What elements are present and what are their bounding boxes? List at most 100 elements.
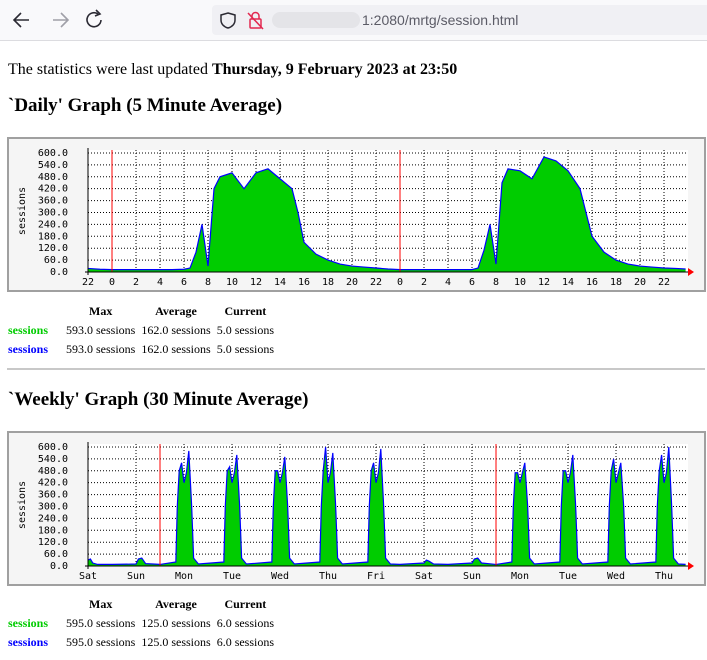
separator bbox=[7, 368, 705, 370]
insecure-lock-icon[interactable] bbox=[247, 11, 264, 30]
x-tick-label: 22 bbox=[658, 277, 670, 288]
table-row: sessions 595.0 sessions 125.0 sessions 6.0 … bbox=[5, 614, 277, 633]
stat-cell: 595.0 sessions bbox=[66, 616, 136, 630]
reload-button[interactable] bbox=[86, 9, 102, 28]
header-cell: Average bbox=[155, 597, 197, 611]
y-tick-label: 240.0 bbox=[38, 219, 68, 230]
x-tick-label: 16 bbox=[298, 277, 310, 288]
stat-cell: 5.0 sessions bbox=[216, 323, 275, 337]
x-tick-label: 4 bbox=[157, 277, 163, 288]
stat-cell: 125.0 sessions bbox=[141, 616, 211, 630]
x-tick-label: 22 bbox=[370, 277, 382, 288]
x-tick-label: 2 bbox=[133, 277, 139, 288]
y-tick-label: 300.0 bbox=[38, 207, 68, 218]
x-tick-label: 8 bbox=[205, 277, 211, 288]
x-tick-label: 8 bbox=[493, 277, 499, 288]
back-button[interactable] bbox=[12, 12, 29, 28]
url-bar[interactable] bbox=[212, 5, 707, 35]
x-tick-label: Wed bbox=[607, 571, 625, 582]
daily-stats-table: Max Average Current sessions 593.0 sessions 1… bbox=[5, 302, 277, 359]
redacted-host bbox=[272, 12, 360, 28]
x-tick-label: Fri bbox=[367, 571, 385, 582]
y-tick-label: 120.0 bbox=[38, 537, 68, 548]
stat-cell: 162.0 sessions bbox=[141, 342, 211, 356]
x-tick-label: Tue bbox=[223, 571, 241, 582]
header-cell: Average bbox=[155, 304, 197, 318]
y-tick-label: 240.0 bbox=[38, 513, 68, 524]
y-tick-label: 0.0 bbox=[50, 561, 68, 572]
y-tick-label: 0.0 bbox=[50, 267, 68, 278]
header-cell: Max bbox=[89, 597, 113, 611]
header-cell bbox=[5, 595, 63, 614]
x-tick-label: 10 bbox=[514, 277, 526, 288]
data-line bbox=[87, 446, 686, 566]
x-tick-label: 0 bbox=[397, 277, 403, 288]
data-area bbox=[88, 446, 686, 566]
x-tick-label: Sun bbox=[127, 571, 145, 582]
x-tick-label: 20 bbox=[346, 277, 358, 288]
weekly-stats-table: Max Average Current sessions 595.0 sessions 1… bbox=[5, 595, 277, 652]
x-tick-label: 6 bbox=[181, 277, 187, 288]
x-tick-label: Thu bbox=[655, 571, 673, 582]
y-tick-label: 420.0 bbox=[38, 478, 68, 489]
url-icons bbox=[220, 11, 360, 30]
forward-button[interactable] bbox=[53, 12, 70, 28]
y-tick-label: 360.0 bbox=[38, 196, 68, 207]
x-tick-label: 0 bbox=[109, 277, 115, 288]
status-prefix: The statistics were last updated bbox=[8, 61, 208, 78]
x-tick-label: 2 bbox=[421, 277, 427, 288]
nav-buttons bbox=[12, 9, 102, 28]
x-tick-label: 6 bbox=[469, 277, 475, 288]
weekly-heading: `Weekly' Graph (30 Minute Average) bbox=[8, 389, 309, 410]
x-tick-label: 20 bbox=[634, 277, 646, 288]
x-tick-label: Mon bbox=[511, 571, 529, 582]
stat-cell: 162.0 sessions bbox=[141, 323, 211, 337]
header-cell bbox=[5, 302, 63, 321]
y-tick-label: 180.0 bbox=[38, 525, 68, 536]
y-tick-label: 300.0 bbox=[38, 501, 68, 512]
x-tick-label: Sat bbox=[415, 571, 433, 582]
y-tick-label: 180.0 bbox=[38, 231, 68, 242]
x-tick-label: 12 bbox=[250, 277, 262, 288]
stat-cell: 595.0 sessions bbox=[66, 635, 136, 649]
x-tick-label: 12 bbox=[538, 277, 550, 288]
x-tick-label: 18 bbox=[322, 277, 334, 288]
stat-cell: 6.0 sessions bbox=[216, 616, 275, 630]
status-date: Thursday, 9 February 2023 at 23:50 bbox=[211, 61, 458, 78]
x-tick-label: Sun bbox=[463, 571, 481, 582]
stat-cell: 125.0 sessions bbox=[141, 635, 211, 649]
header-cell: Current bbox=[224, 597, 267, 611]
x-tick-label: 18 bbox=[610, 277, 622, 288]
y-tick-label: 540.0 bbox=[38, 454, 68, 465]
series-label: sessions bbox=[8, 323, 49, 337]
y-tick-label: 540.0 bbox=[38, 160, 68, 171]
table-header-row: Max Average Current bbox=[5, 302, 277, 321]
header-cell: Current bbox=[224, 304, 267, 318]
x-axis-arrow bbox=[688, 268, 694, 276]
y-tick-label: 60.0 bbox=[44, 255, 68, 266]
data-line bbox=[87, 156, 686, 271]
table-row: sessions 595.0 sessions 125.0 sessions 6.0 … bbox=[5, 633, 277, 652]
x-tick-label: 16 bbox=[586, 277, 598, 288]
x-tick-label: Wed bbox=[271, 571, 289, 582]
y-tick-label: 60.0 bbox=[44, 549, 68, 560]
url-text: 1:2080/mrtg/session.html bbox=[362, 12, 519, 28]
x-tick-label: Sat bbox=[79, 571, 97, 582]
y-tick-label: 120.0 bbox=[38, 243, 68, 254]
x-tick-label: Mon bbox=[175, 571, 193, 582]
data-area bbox=[88, 156, 686, 272]
stat-cell: 593.0 sessions bbox=[66, 342, 136, 356]
shield-icon[interactable] bbox=[220, 12, 236, 29]
stat-cell: 6.0 sessions bbox=[216, 635, 275, 649]
daily-heading: `Daily' Graph (5 Minute Average) bbox=[8, 95, 283, 116]
series-label: sessions bbox=[8, 616, 49, 630]
x-tick-label: Thu bbox=[319, 571, 337, 582]
stat-cell: 593.0 sessions bbox=[66, 323, 136, 337]
x-tick-label: 10 bbox=[226, 277, 238, 288]
x-tick-label: 14 bbox=[562, 277, 574, 288]
y-tick-label: 600.0 bbox=[38, 442, 68, 453]
stat-cell: 5.0 sessions bbox=[216, 342, 275, 356]
x-tick-label: 22 bbox=[82, 277, 94, 288]
table-header-row: Max Average Current bbox=[5, 595, 277, 614]
x-tick-label: 4 bbox=[445, 277, 451, 288]
